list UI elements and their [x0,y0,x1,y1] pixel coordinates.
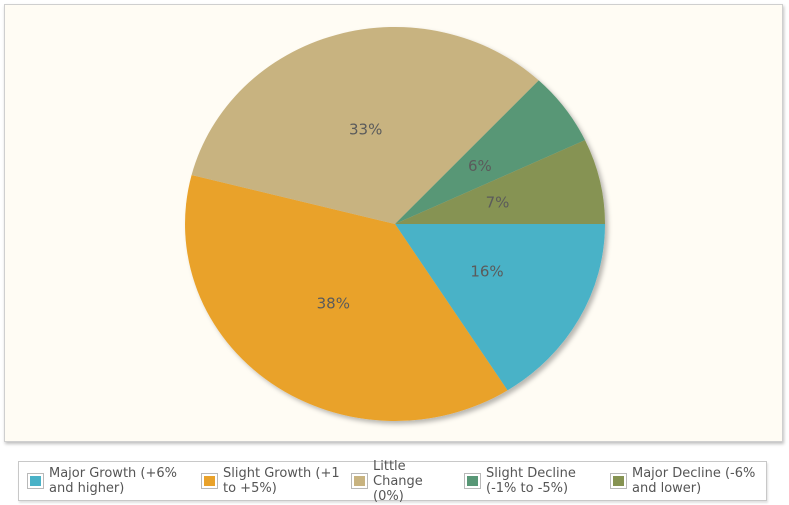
legend-item-slight-growth[interactable]: Slight Growth (+1 to +5%) [193,466,343,496]
legend-swatch-color [613,476,624,486]
pie-label-slight-decline: 6% [468,157,492,175]
pie-label-little-change: 33% [349,120,382,138]
legend-swatch-color [467,476,478,486]
pie-label-slight-growth: 38% [317,295,350,313]
pie-slice-slight-decline[interactable] [395,80,586,224]
plot-area: 16% 38% 33% 6% 7% [4,4,783,442]
legend-item-slight-decline[interactable]: Slight Decline (-1% to -5%) [456,466,602,496]
pie-label-major-growth: 16% [470,263,503,281]
legend-label: Major Growth (+6% and higher) [49,466,178,496]
legend-swatch [464,473,481,489]
legend-label: Slight Growth (+1 to +5%) [223,466,340,496]
pie-label-major-decline: 7% [486,194,510,212]
legend-swatch [351,473,368,489]
pie-slices [185,27,605,421]
pie-chart: 16% 38% 33% 6% 7% [185,27,605,421]
legend-swatch-color [354,476,365,486]
legend-item-major-growth[interactable]: Major Growth (+6% and higher) [19,466,193,496]
pie-slice-slight-growth[interactable] [185,175,508,421]
legend-swatch [201,473,218,489]
pie-slice-major-growth[interactable] [395,224,605,391]
legend-label: Major Decline (-6% and lower) [632,466,756,496]
legend-swatch-color [30,476,41,486]
legend-item-little-change[interactable]: Little Change (0%) [343,459,456,504]
legend-swatch [610,473,627,489]
pie-slice-major-decline[interactable] [395,140,605,224]
legend-swatch [27,473,44,489]
pie-data-labels: 16% 38% 33% 6% 7% [317,120,510,312]
legend-label: Slight Decline (-1% to -5%) [486,466,576,496]
legend-item-major-decline[interactable]: Major Decline (-6% and lower) [602,466,762,496]
chart-legend: Major Growth (+6% and higher) Slight Gro… [18,459,767,504]
legend-swatch-color [204,476,215,486]
legend-label: Little Change (0%) [373,458,423,504]
pie-slice-little-change[interactable] [191,27,539,225]
